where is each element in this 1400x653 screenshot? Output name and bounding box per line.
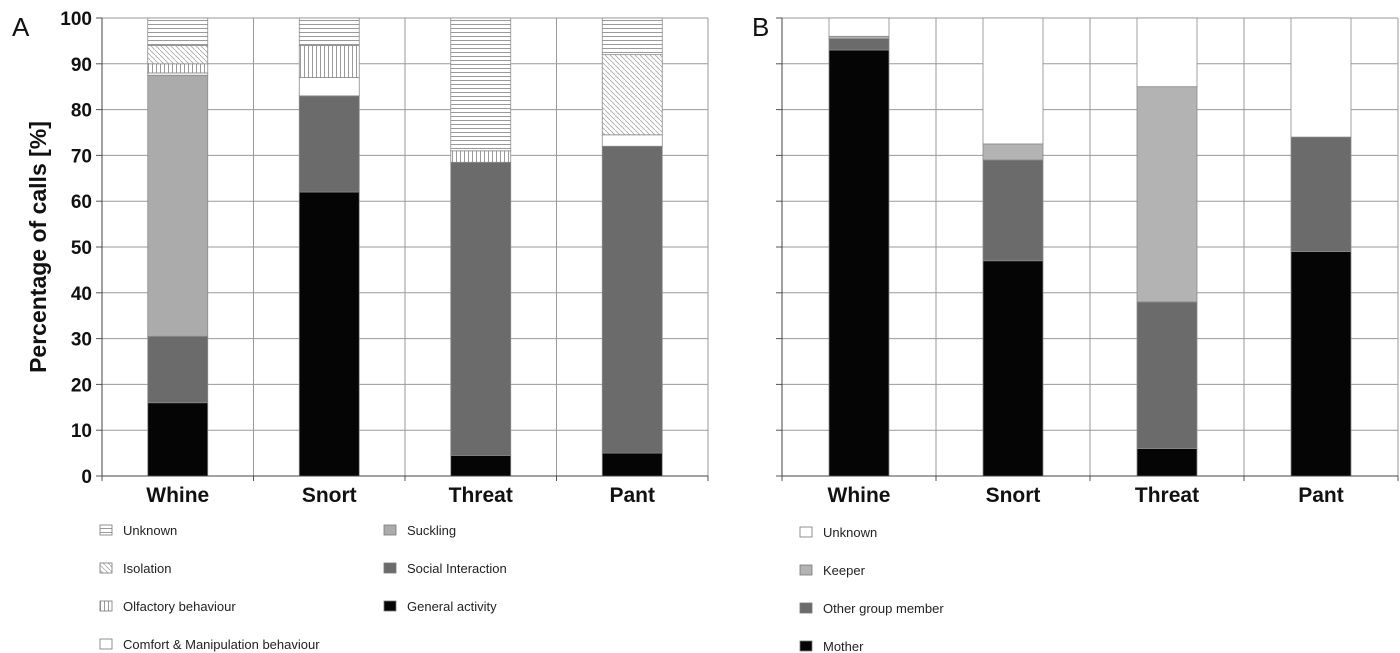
legend-swatch-comfort-manipulation-behaviour (99, 638, 113, 650)
panel-b-bars (828, 17, 1352, 477)
legend-label-social-interaction: Social Interaction (407, 561, 507, 576)
legend-swatch-suckling (383, 524, 397, 536)
bar-segment-snort-other-group-member (982, 159, 1044, 262)
legend-swatch-other-group-member (799, 602, 813, 614)
legend-swatch-isolation (99, 562, 113, 574)
x-category-label-pant: Pant (609, 484, 655, 507)
x-category-label-pant: Pant (1298, 484, 1344, 507)
bar-segment-whine-isolation (147, 45, 209, 65)
y-tick-label: 100 (60, 9, 92, 30)
y-tick-label: 60 (71, 192, 92, 213)
bar-segment-pant-social-interaction (601, 145, 663, 454)
panel-a-label: A (12, 12, 30, 42)
legend-label-general-activity: General activity (407, 599, 497, 614)
bar-segment-snort-mother (982, 260, 1044, 477)
bar-segment-threat-general-activity (450, 454, 512, 477)
x-category-label-threat: Threat (449, 484, 513, 507)
bar-segment-threat-unknown (1136, 17, 1198, 88)
bar-segment-whine-unknown (147, 17, 209, 46)
bar-segment-snort-keeper (982, 143, 1044, 161)
x-category-label-snort: Snort (986, 484, 1041, 507)
bar-segment-snort-unknown (982, 17, 1044, 145)
legend-swatch-mother (799, 640, 813, 652)
legend-swatch-social-interaction (383, 562, 397, 574)
bar-segment-snort-olfactory-behaviour (298, 45, 360, 78)
bar-segment-pant-mother (1290, 251, 1352, 477)
y-tick-label: 20 (71, 375, 92, 396)
legend-label-suckling: Suckling (407, 523, 456, 538)
x-category-label-snort: Snort (302, 484, 357, 507)
y-tick-label: 40 (71, 284, 92, 305)
bar-segment-pant-other-group-member (1290, 136, 1352, 252)
panel-b-axes: Whine Snort Threat Pant (776, 17, 1399, 507)
y-tick-label: 70 (71, 146, 92, 167)
x-category-label-whine: Whine (146, 484, 209, 507)
legend-label-isolation: Isolation (123, 561, 171, 576)
bar-segment-pant-unknown (1290, 17, 1352, 138)
bar-segment-snort-comfort-manipulation-behaviour (298, 77, 360, 97)
panel-a: A Percentage of calls [%] 0 10 20 30 40 50 60 7… (12, 9, 709, 652)
legend-swatch-olfactory-behaviour (99, 600, 113, 612)
y-tick-label: 80 (71, 101, 92, 122)
panel-b: B Whine Snort Threat Pant Unknown Keeper Othe… (752, 12, 1399, 653)
bar-segment-whine-suckling (147, 74, 209, 337)
bar-segment-whine-other-group-member (828, 38, 890, 51)
bar-segment-whine-unknown (828, 17, 890, 37)
legend-label-other-group-member: Other group member (823, 601, 944, 616)
bar-segment-threat-social-interaction (450, 161, 512, 456)
bar-segment-threat-other-group-member (1136, 301, 1198, 449)
y-tick-label: 0 (81, 467, 92, 488)
bar-segment-pant-unknown (601, 17, 663, 56)
panel-b-label: B (752, 12, 769, 42)
panel-b-legend: Unknown Keeper Other group member Mother (799, 525, 944, 653)
bar-segment-snort-general-activity (298, 191, 360, 477)
legend-swatch-unknown (99, 524, 113, 536)
bar-segment-whine-olfactory-behaviour (147, 63, 209, 74)
x-category-label-threat: Threat (1135, 484, 1199, 507)
bar-segment-threat-keeper (1136, 86, 1198, 303)
bar-segment-threat-unknown (450, 17, 512, 152)
bar-segment-whine-mother (828, 49, 890, 477)
bar-segment-pant-comfort-manipulation-behaviour (601, 134, 663, 147)
bar-segment-snort-social-interaction (298, 95, 360, 193)
bar-segment-pant-general-activity (601, 452, 663, 477)
legend-label-comfort-manipulation-behaviour: Comfort & Manipulation behaviour (123, 637, 320, 652)
legend-swatch-general-activity (383, 600, 397, 612)
legend-label-unknown: Unknown (123, 523, 177, 538)
y-axis-label: Percentage of calls [%] (25, 121, 51, 373)
bar-segment-snort-unknown (298, 17, 360, 46)
y-tick-label: 10 (71, 421, 92, 442)
y-tick-label: 50 (71, 238, 92, 259)
panel-a-legend: Unknown Isolation Olfactory behaviour Comfo… (99, 523, 507, 652)
x-category-label-whine: Whine (828, 484, 891, 507)
legend-label-unknown: Unknown (823, 525, 877, 540)
legend-swatch-unknown (799, 526, 813, 538)
legend-label-mother: Mother (823, 639, 864, 653)
bar-segment-pant-isolation (601, 54, 663, 136)
y-tick-label: 30 (71, 330, 92, 351)
legend-label-olfactory-behaviour: Olfactory behaviour (123, 599, 236, 614)
bar-segment-threat-olfactory-behaviour (450, 150, 512, 163)
legend-swatch-keeper (799, 564, 813, 576)
bar-segment-threat-mother (1136, 448, 1198, 477)
legend-label-keeper: Keeper (823, 563, 866, 578)
y-tick-label: 90 (71, 55, 92, 76)
panel-a-bars (147, 17, 663, 477)
panel-a-axes: 0 10 20 30 40 50 60 70 80 90 100 Whine Snort Threat Pa… (60, 9, 709, 507)
bar-segment-whine-general-activity (147, 402, 209, 477)
bar-segment-whine-social-interaction (147, 335, 209, 404)
